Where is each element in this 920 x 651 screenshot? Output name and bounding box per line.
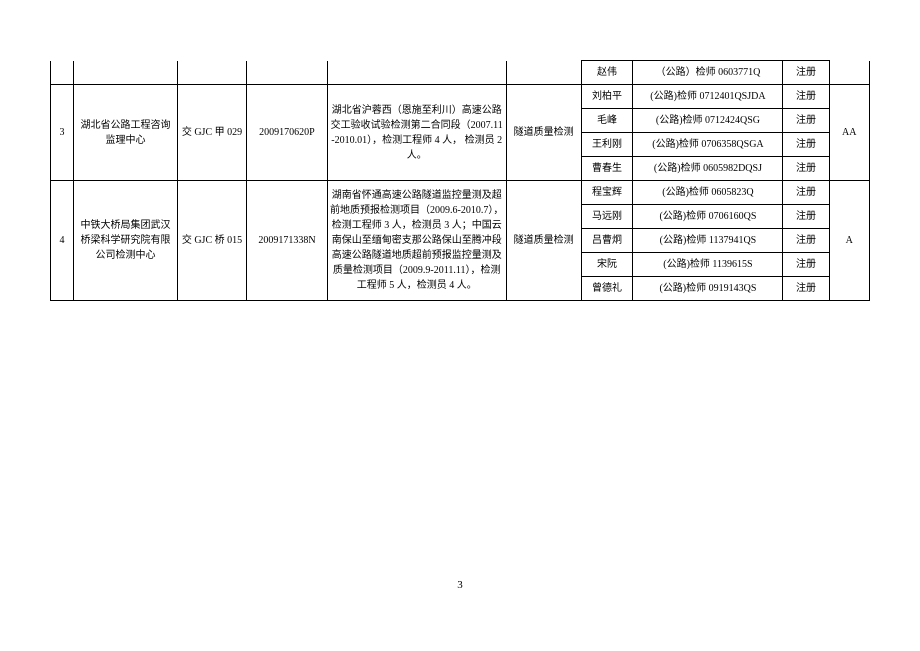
cell-person: 程宝辉 bbox=[581, 181, 633, 205]
cell-person: 刘柏平 bbox=[581, 85, 633, 109]
cell-qualification: (公路)检师 1139615S bbox=[633, 253, 783, 277]
cell-grade bbox=[829, 61, 869, 85]
cell-grade: A bbox=[829, 181, 869, 301]
cell-qualification: (公路)检师 0706160QS bbox=[633, 205, 783, 229]
cell-idx: 4 bbox=[51, 181, 74, 301]
cell-qualification: (公路)检师 0712401QSJDA bbox=[633, 85, 783, 109]
cell-project: 湖北省沪蓉西（恩施至利川）高速公路交工验收试验检测第二合同段（2007.11-2… bbox=[327, 85, 506, 181]
cell-qualification: (公路)检师 0706358QSGA bbox=[633, 133, 783, 157]
cell-person: 马远刚 bbox=[581, 205, 633, 229]
cell-registration: 注册 bbox=[783, 181, 829, 205]
cell-cert bbox=[177, 61, 246, 85]
cell-registration: 注册 bbox=[783, 205, 829, 229]
cell-qualification: (公路)检师 0712424QSG bbox=[633, 109, 783, 133]
cell-qualification: (公路)检师 0605982DQSJ bbox=[633, 157, 783, 181]
table-row: 赵伟（公路）检师 0603771Q注册 bbox=[51, 61, 870, 85]
cell-qualification: （公路）检师 0603771Q bbox=[633, 61, 783, 85]
cell-registration: 注册 bbox=[783, 61, 829, 85]
cell-registration: 注册 bbox=[783, 229, 829, 253]
cell-person: 吕曹炯 bbox=[581, 229, 633, 253]
cell-project: 湖南省怀通高速公路隧道监控量测及超前地质预报检测项目（2009.6-2010.7… bbox=[327, 181, 506, 301]
cell-registration: 注册 bbox=[783, 85, 829, 109]
cell-person: 曹春生 bbox=[581, 157, 633, 181]
cell-category: 隧道质量检测 bbox=[506, 181, 581, 301]
cell-registration: 注册 bbox=[783, 157, 829, 181]
cell-idx bbox=[51, 61, 74, 85]
cell-person: 王利刚 bbox=[581, 133, 633, 157]
page-number: 3 bbox=[0, 579, 920, 591]
cell-registration: 注册 bbox=[783, 109, 829, 133]
cell-project bbox=[327, 61, 506, 85]
cell-person: 曾德礼 bbox=[581, 277, 633, 301]
table-row: 3湖北省公路工程咨询监理中心交 GJC 甲 0292009170620P湖北省沪… bbox=[51, 85, 870, 109]
cell-registration: 注册 bbox=[783, 253, 829, 277]
cell-idx: 3 bbox=[51, 85, 74, 181]
table-row: 4中铁大桥局集团武汉桥梁科学研究院有限公司检测中心交 GJC 桥 0152009… bbox=[51, 181, 870, 205]
cell-category: 隧道质量检测 bbox=[506, 85, 581, 181]
data-table: 赵伟（公路）检师 0603771Q注册3湖北省公路工程咨询监理中心交 GJC 甲… bbox=[50, 60, 870, 301]
cell-org bbox=[74, 61, 178, 85]
cell-qualification: (公路)检师 0605823Q bbox=[633, 181, 783, 205]
cell-registration: 注册 bbox=[783, 277, 829, 301]
cell-registration: 注册 bbox=[783, 133, 829, 157]
cell-person: 赵伟 bbox=[581, 61, 633, 85]
cell-person: 毛峰 bbox=[581, 109, 633, 133]
cell-certno bbox=[247, 61, 328, 85]
cell-org: 中铁大桥局集团武汉桥梁科学研究院有限公司检测中心 bbox=[74, 181, 178, 301]
cell-qualification: (公路)检师 1137941QS bbox=[633, 229, 783, 253]
cell-person: 宋阮 bbox=[581, 253, 633, 277]
cell-certno: 2009170620P bbox=[247, 85, 328, 181]
cell-cert: 交 GJC 甲 029 bbox=[177, 85, 246, 181]
cell-qualification: (公路)检师 0919143QS bbox=[633, 277, 783, 301]
cell-certno: 2009171338N bbox=[247, 181, 328, 301]
cell-org: 湖北省公路工程咨询监理中心 bbox=[74, 85, 178, 181]
cell-cert: 交 GJC 桥 015 bbox=[177, 181, 246, 301]
cell-category bbox=[506, 61, 581, 85]
cell-grade: AA bbox=[829, 85, 869, 181]
